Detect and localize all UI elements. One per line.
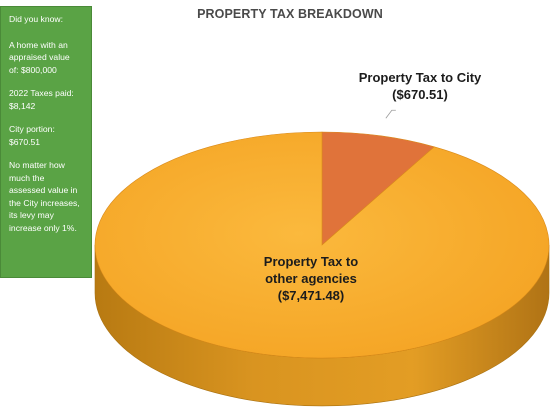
info-heading: Did you know: — [9, 14, 63, 24]
info-taxes-paid: 2022 Taxes paid: $8,142 — [9, 88, 74, 111]
info-sidebar: Did you know: A home with an appraised v… — [0, 6, 92, 278]
info-home-value: A home with an appraised value of: $800,… — [9, 39, 70, 75]
chart-title: PROPERTY TAX BREAKDOWN — [197, 7, 383, 21]
pie-slice-city — [321, 131, 435, 246]
pie-slice-other-agencies — [94, 131, 550, 359]
leader-line-city — [385, 109, 396, 119]
info-city-portion: City portion: $670.51 — [9, 124, 55, 147]
info-levy-note: No matter how much the assessed value in… — [9, 160, 80, 233]
slice-label-other-agencies: Property Tax to other agencies ($7,471.4… — [263, 254, 359, 303]
slice-label-city: Property Tax to City ($670.51) — [358, 70, 482, 102]
